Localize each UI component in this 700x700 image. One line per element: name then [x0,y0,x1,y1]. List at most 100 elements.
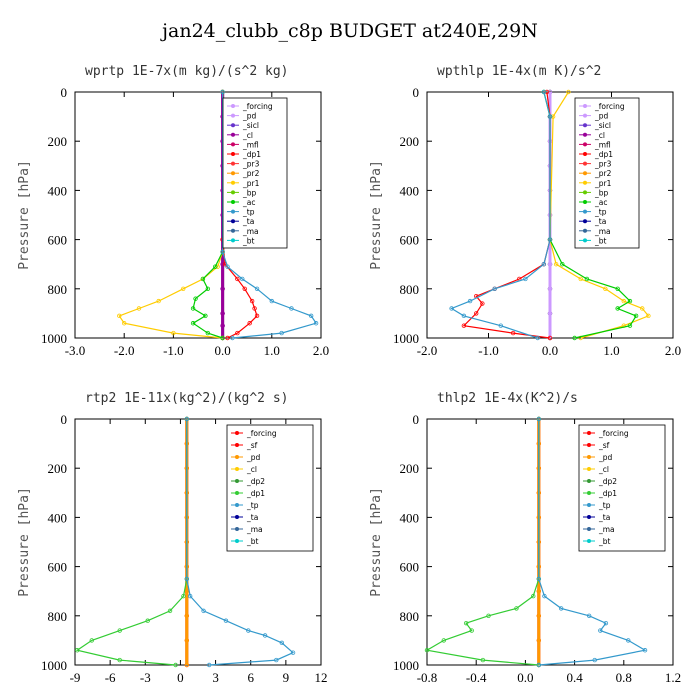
data-point [220,249,225,255]
legend-entry: _pd [598,453,613,462]
data-point [572,335,577,341]
data-point [603,620,609,626]
legend-entry: _forcing [242,102,273,111]
legend-marker [583,132,587,137]
data-point [480,301,485,306]
y-tick-label: 800 [48,609,68,624]
legend-entry: _dp1 [594,150,613,159]
x-tick-label: -9 [70,670,81,685]
data-point [181,286,186,291]
x-tick-label: 3 [212,670,219,685]
legend [578,424,666,552]
data-point [592,657,597,663]
data-point [201,608,206,614]
data-point [254,286,260,291]
data-point [536,416,542,422]
data-point [578,276,583,282]
x-tick-label: 6 [247,670,254,685]
legend-entry: _tp [242,208,255,217]
legend-marker [583,190,587,195]
data-point [75,648,80,653]
x-tick-label: -1.0 [478,343,499,358]
legend-entry: _pr2 [594,169,612,178]
data-point [441,638,446,643]
legend-entry: _ac [594,198,607,207]
legend-marker [583,161,587,166]
legend-entry: _cl [246,465,257,474]
x-tick-label: -1.0 [163,343,184,358]
legend-entry: _pr3 [594,160,612,169]
legend-entry: _pd [242,112,257,121]
legend-entry: _tp [594,208,607,217]
legend-entry: _ma [242,227,259,236]
data-point [220,89,225,95]
legend-marker [587,479,591,483]
data-point [279,330,284,336]
legend-marker [587,431,591,435]
legend-entry: _mfl [242,140,259,149]
legend-entry: _dp1 [246,489,265,498]
y-tick-label: 200 [400,461,420,476]
y-tick-label: 0 [413,85,420,100]
legend-entry: _pr3 [242,160,260,169]
legend-marker [231,132,235,137]
x-tick-label: 9 [283,670,290,685]
legend-marker [235,479,239,483]
data-point [200,276,206,282]
x-tick-label: -3.0 [65,343,86,358]
x-tick-label: -2.0 [417,343,438,358]
data-point [547,114,553,119]
data-point [240,276,245,282]
data-point [89,638,94,643]
y-tick-label: 800 [400,282,420,297]
data-point [220,262,225,267]
legend-marker [587,527,591,531]
data-point [117,313,122,319]
data-point [308,313,314,319]
y-tick-label: 400 [48,183,68,198]
panel-title: wprtp 1E-7x(m kg)/(s^2 kg) [85,64,289,79]
legend-marker [587,467,591,471]
legend-marker [583,200,587,204]
data-point [225,264,230,269]
data-point [566,89,571,95]
legend-entry: _pr2 [242,169,260,178]
legend-marker [583,180,587,185]
legend-marker [587,491,591,495]
data-point [193,296,198,301]
series-line-pr1 [118,92,224,339]
series-line-tp [186,419,295,666]
data-point [117,657,122,663]
legend-marker [231,219,235,224]
data-point [603,286,608,291]
legend-marker [587,539,591,543]
legend-entry: _dp1 [242,150,261,159]
y-tick-label: 800 [400,609,420,624]
legend-marker [231,171,235,176]
data-point [461,323,467,328]
data-point [424,648,430,653]
data-point [225,335,230,341]
legend-marker [583,219,587,224]
data-point [560,262,565,267]
legend-entry: _ta [246,513,258,522]
data-point [181,593,186,599]
data-point [203,313,208,319]
legend-marker [587,443,591,447]
legend-marker [583,123,587,128]
panel-title: rtp2 1E-11x(kg^2)/(kg^2 s) [85,391,289,406]
legend-marker [231,200,235,204]
legend-marker [235,515,239,519]
legend-entry: _cl [594,131,605,140]
data-point [205,330,211,336]
legend-marker [587,455,591,459]
series-line-dp1 [425,419,540,666]
y-tick-label: 0 [61,412,68,427]
legend-marker [587,515,591,519]
legend-entry: _forcing [246,429,277,438]
legend-entry: _forcing [594,102,625,111]
data-point [247,321,252,326]
data-point [121,321,127,326]
data-point [531,593,536,599]
legend-entry: _dp2 [598,477,617,486]
